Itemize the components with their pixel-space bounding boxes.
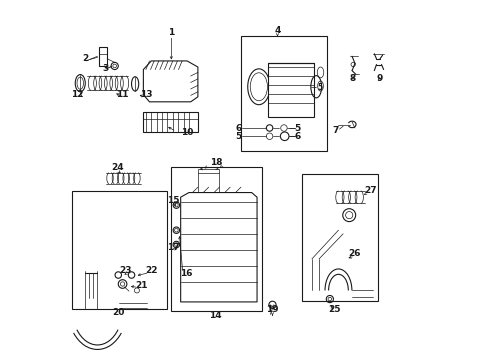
Text: 5: 5 <box>294 123 300 132</box>
Text: 3: 3 <box>102 64 108 73</box>
Text: 22: 22 <box>145 266 158 275</box>
Text: 23: 23 <box>119 266 131 275</box>
Text: 4: 4 <box>274 26 280 35</box>
Text: 6: 6 <box>294 132 300 141</box>
Text: 11: 11 <box>116 90 128 99</box>
Text: 9: 9 <box>375 75 382 84</box>
Text: 1: 1 <box>168 28 174 37</box>
Bar <box>301 174 377 301</box>
Text: 15: 15 <box>167 196 180 205</box>
Text: 8: 8 <box>349 75 355 84</box>
Text: 6: 6 <box>235 123 242 132</box>
Bar <box>171 167 262 311</box>
Text: 2: 2 <box>81 54 88 63</box>
Bar <box>143 112 198 132</box>
Text: 17: 17 <box>167 243 180 252</box>
Text: 5: 5 <box>235 132 242 141</box>
Text: 10: 10 <box>181 128 193 137</box>
Bar <box>267 63 314 117</box>
Text: 24: 24 <box>111 163 123 172</box>
Text: 16: 16 <box>180 269 192 278</box>
Polygon shape <box>180 193 257 302</box>
Text: 12: 12 <box>71 90 83 99</box>
Text: 18: 18 <box>209 158 222 167</box>
Text: 7: 7 <box>332 126 339 135</box>
Text: 21: 21 <box>135 281 147 290</box>
Text: 19: 19 <box>265 305 278 314</box>
Text: 26: 26 <box>348 249 361 258</box>
Text: 5: 5 <box>317 83 323 92</box>
Bar <box>99 47 107 66</box>
Text: 20: 20 <box>112 308 124 317</box>
Bar <box>72 191 167 309</box>
Polygon shape <box>143 61 198 102</box>
Text: 13: 13 <box>140 90 152 99</box>
Text: 14: 14 <box>209 311 222 320</box>
Text: 27: 27 <box>364 186 376 195</box>
Bar <box>241 36 326 150</box>
Text: 25: 25 <box>328 305 341 314</box>
Bar <box>198 168 219 194</box>
